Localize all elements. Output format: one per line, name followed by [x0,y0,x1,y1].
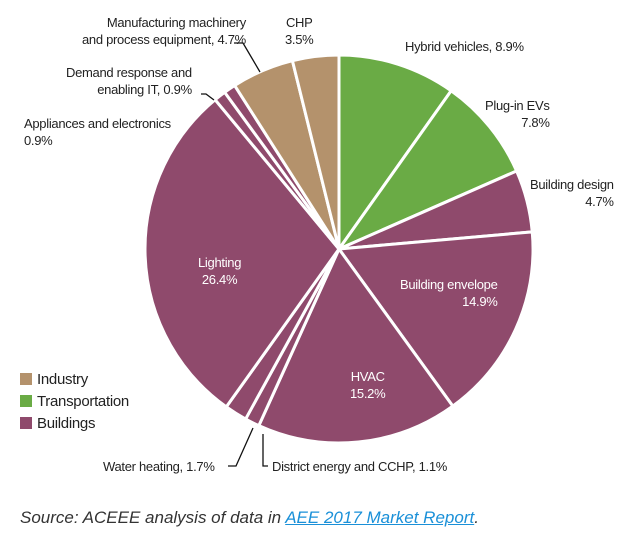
legend-item-buildings: Buildings [20,412,129,434]
legend-swatch [20,417,32,429]
pie-slice-building-envelope [337,230,535,408]
legend-swatch [20,395,32,407]
legend-label: Transportation [37,392,129,410]
source-note: Source: ACEEE analysis of data in AEE 20… [20,508,479,528]
label-plugin-evs: Plug-in EVs 7.8% [485,98,550,130]
label-appliances: Appliances and electronics 0.9% [24,116,171,148]
label-hybrid: Hybrid vehicles, 8.9% [405,39,524,54]
source-link[interactable]: AEE 2017 Market Report [285,508,475,527]
legend-item-industry: Industry [20,368,129,390]
legend: Industry Transportation Buildings [20,368,129,434]
label-demand-response: Demand response and enabling IT, 0.9% [66,65,192,97]
pie-slice-plug-in-evs [337,89,519,251]
pie-slice-chp [290,53,341,251]
leader-demand [201,93,215,101]
label-building-envelope: Building envelope 14.9% [400,277,498,309]
legend-swatch [20,373,32,385]
legend-item-transportation: Transportation [20,390,129,412]
label-manufacturing: Manufacturing machinery and process equip… [82,15,246,47]
label-lighting: Lighting 26.4% [198,255,242,287]
label-hvac: HVAC 15.2% [350,369,386,401]
leader-district [262,434,268,467]
source-suffix: . [474,508,479,527]
leader-manufacturing [234,42,261,73]
pie-slice-lighting [143,98,341,409]
label-district-energy: District energy and CCHP, 1.1% [272,459,448,474]
legend-label: Industry [37,370,88,388]
source-prefix: Source: ACEEE analysis of data in [20,508,286,527]
legend-label: Buildings [37,414,96,432]
pie-slice-hvac [257,247,455,445]
pie-slice-hybrid-vehicles [337,53,453,251]
label-chp: CHP 3.5% [285,15,314,47]
leader-water [228,427,254,467]
label-building-design: Building design 4.7% [530,177,614,209]
label-water-heating: Water heating, 1.7% [103,459,215,474]
